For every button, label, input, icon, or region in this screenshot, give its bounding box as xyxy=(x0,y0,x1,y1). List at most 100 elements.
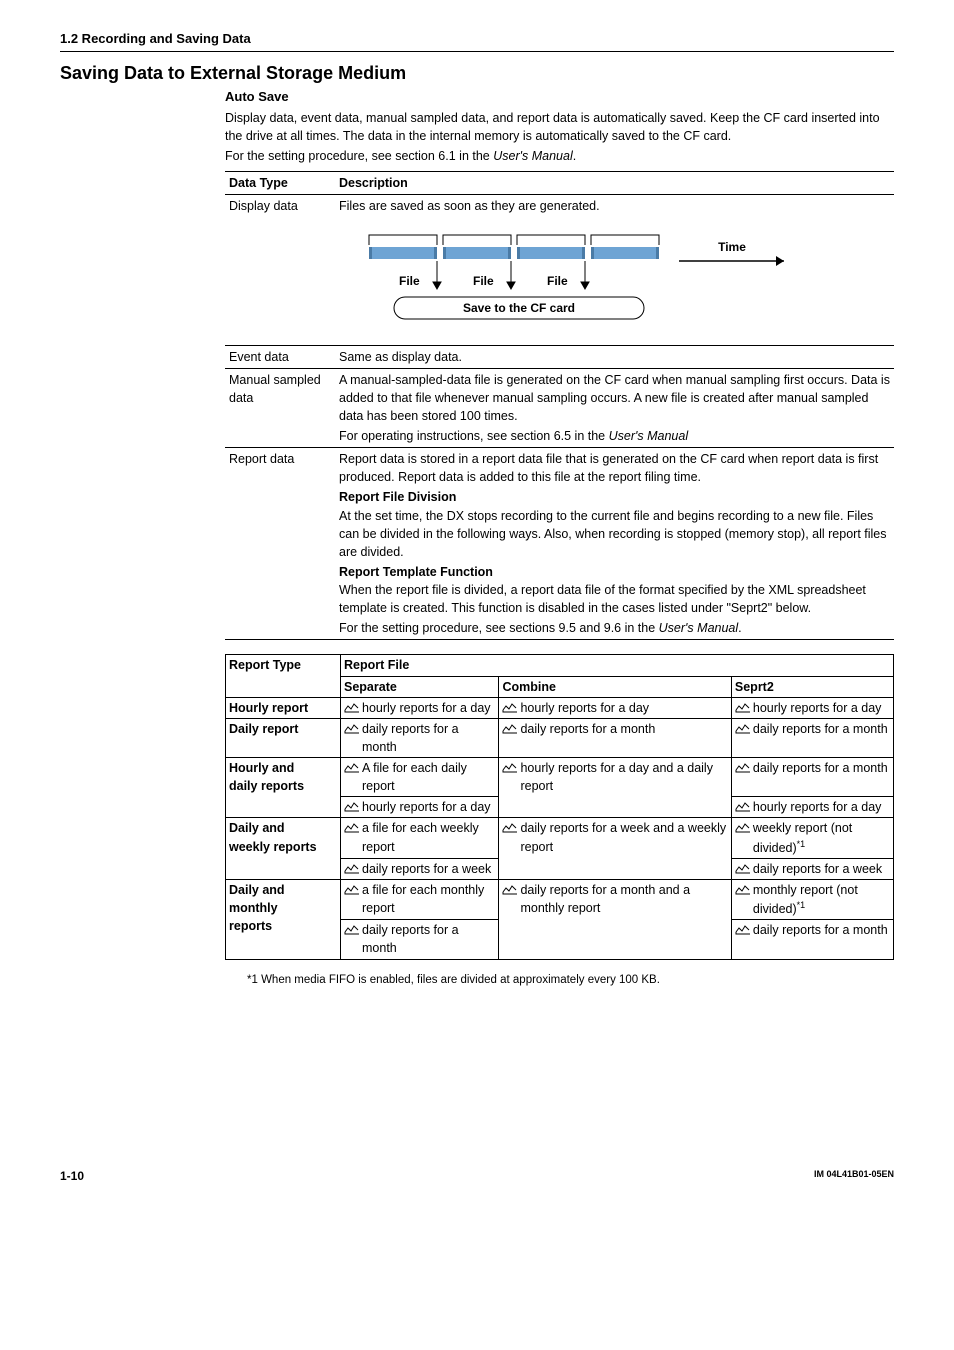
th-seprt2: Seprt2 xyxy=(731,676,893,697)
text: reports xyxy=(229,919,272,933)
report-cell: a file for each weekly report xyxy=(344,819,495,855)
report-icon xyxy=(502,883,518,895)
data-type-table: Data Type Description Display data Files… xyxy=(225,171,894,640)
td-seprt2: hourly reports for a day xyxy=(731,797,893,818)
report-icon xyxy=(735,923,751,935)
report-icon xyxy=(502,701,518,713)
text: daily reports for a month xyxy=(753,761,888,775)
report-cell: daily reports for a week xyxy=(344,860,495,878)
text: daily reports for a month xyxy=(753,722,888,736)
text: daily reports for a week xyxy=(753,862,882,876)
file-label-1: File xyxy=(399,274,420,288)
th-description: Description xyxy=(335,172,894,195)
td-report-type: Hourly anddaily reports xyxy=(226,758,341,818)
th-report-file: Report File xyxy=(341,655,894,676)
td-report-type: Hourly report xyxy=(226,697,341,718)
td-combine: daily reports for a month xyxy=(499,718,731,757)
content-body: Auto Save Display data, event data, manu… xyxy=(225,88,894,988)
text: a file for each weekly report xyxy=(362,821,479,853)
text: For operating instructions, see section … xyxy=(339,429,609,443)
report-cell: a file for each monthly report xyxy=(344,881,495,917)
td-report-desc: Report data is stored in a report data f… xyxy=(335,448,894,640)
table-row: Daily andmonthlyreportsa file for each m… xyxy=(226,879,894,919)
td-manual-desc: A manual-sampled-data file is generated … xyxy=(335,368,894,448)
brackets xyxy=(369,235,659,245)
time-label: Time xyxy=(718,240,746,254)
td-separate: daily reports for a month xyxy=(341,718,499,757)
report-cell: daily reports for a week xyxy=(735,860,890,878)
report-cell: hourly reports for a day and a daily rep… xyxy=(502,759,727,795)
td-combine: hourly reports for a day and a daily rep… xyxy=(499,758,731,818)
report-cell: hourly reports for a day xyxy=(502,699,727,717)
save-label: Save to the CF card xyxy=(463,301,575,315)
text: monthly xyxy=(229,901,278,915)
report-icon xyxy=(502,722,518,734)
text: When the report file is divided, a repor… xyxy=(339,581,890,617)
td-manual-type: Manual sampled data xyxy=(225,368,335,448)
td-combine: daily reports for a month and a monthly … xyxy=(499,879,731,959)
text: daily reports for a month and a monthly … xyxy=(520,883,690,915)
text: For the setting procedure, see sections … xyxy=(339,619,890,637)
report-cell: daily reports for a month xyxy=(735,921,890,939)
report-cell: hourly reports for a day xyxy=(344,798,495,816)
td-combine: daily reports for a week and a weekly re… xyxy=(499,818,731,880)
th-separate: Separate xyxy=(341,676,499,697)
table-row: Daily andweekly reportsa file for each w… xyxy=(226,818,894,858)
report-icon xyxy=(735,862,751,874)
td-event-type: Event data xyxy=(225,345,335,368)
td-seprt2: daily reports for a month xyxy=(731,718,893,757)
sup: *1 xyxy=(797,900,806,910)
file-label-3: File xyxy=(547,274,568,288)
td-display-type: Display data xyxy=(225,195,335,345)
arrowhead-icon xyxy=(776,256,784,266)
report-cell: daily reports for a week and a weekly re… xyxy=(502,819,727,855)
report-cell: daily reports for a month xyxy=(344,921,495,957)
doc-id: IM 04L41B01-05EN xyxy=(814,1168,894,1185)
section-header: 1.2 Recording and Saving Data xyxy=(60,30,894,52)
report-cell: daily reports for a month xyxy=(344,720,495,756)
text: Files are saved as soon as they are gene… xyxy=(339,199,600,213)
text: . xyxy=(573,149,576,163)
report-icon xyxy=(344,761,360,773)
td-separate: a file for each monthly report xyxy=(341,879,499,919)
report-icon xyxy=(502,821,518,833)
autosave-heading: Auto Save xyxy=(225,88,894,107)
text: hourly reports for a day xyxy=(362,800,491,814)
td-seprt2: daily reports for a week xyxy=(731,858,893,879)
text: For the setting procedure, see sections … xyxy=(339,621,659,635)
text: weekly reports xyxy=(229,840,317,854)
table-row: Daily reportdaily reports for a monthdai… xyxy=(226,718,894,757)
text: hourly reports for a day xyxy=(753,800,882,814)
autosave-p1: Display data, event data, manual sampled… xyxy=(225,109,894,145)
td-separate: hourly reports for a day xyxy=(341,797,499,818)
th-report-type: Report Type xyxy=(226,655,341,697)
text: daily reports xyxy=(229,779,304,793)
text: data xyxy=(229,391,253,405)
table-row: Hourly reporthourly reports for a dayhou… xyxy=(226,697,894,718)
page-number: 1-10 xyxy=(60,1168,84,1185)
td-seprt2: daily reports for a month xyxy=(731,758,893,797)
report-cell: daily reports for a month xyxy=(502,720,727,738)
td-event-desc: Same as display data. xyxy=(335,345,894,368)
text: Manual sampled xyxy=(229,373,321,387)
td-combine: hourly reports for a day xyxy=(499,697,731,718)
text: daily reports for a month xyxy=(362,923,459,955)
text: daily reports for a week and a weekly re… xyxy=(520,821,726,853)
report-file-table: Report Type Report File Separate Combine… xyxy=(225,654,894,959)
text: daily reports for a week xyxy=(362,862,491,876)
td-separate: a file for each weekly report xyxy=(341,818,499,858)
td-report-type: Daily andmonthlyreports xyxy=(226,879,341,959)
report-icon xyxy=(344,923,360,935)
text: For the setting procedure, see section 6… xyxy=(225,149,493,163)
save-diagram: Time File File File xyxy=(339,215,890,342)
report-icon xyxy=(735,883,751,895)
report-cell: hourly reports for a day xyxy=(735,798,890,816)
subheading: Report File Division xyxy=(339,488,890,506)
table-row: Hourly anddaily reportsA file for each d… xyxy=(226,758,894,797)
text: daily reports for a month xyxy=(520,722,655,736)
text: At the set time, the DX stops recording … xyxy=(339,507,890,561)
page-title: Saving Data to External Storage Medium xyxy=(60,60,894,86)
th-combine: Combine xyxy=(499,676,731,697)
subheading: Report Template Function xyxy=(339,563,890,581)
report-cell: monthly report (not divided)*1 xyxy=(735,881,890,918)
